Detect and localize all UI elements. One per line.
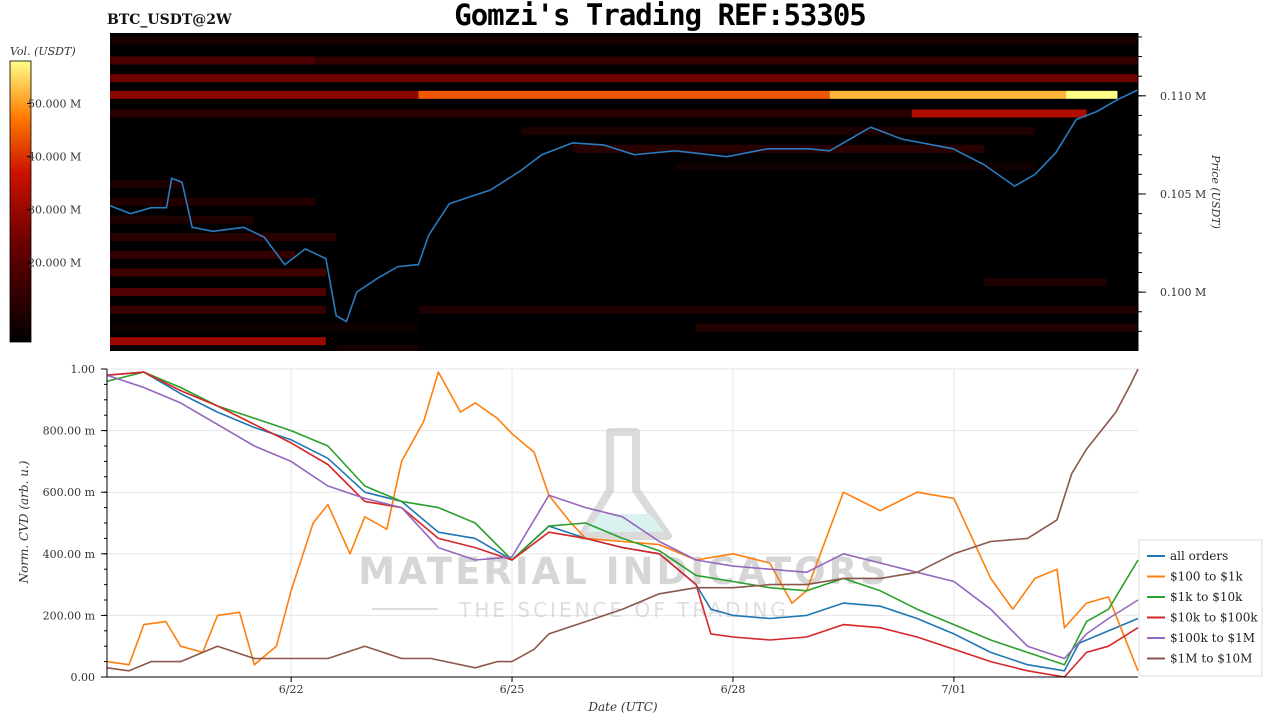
heatmap-panel: 0.100 M 0.105 M 0.110 M Price (USDT) xyxy=(109,33,1222,351)
liquidity-band xyxy=(110,250,296,259)
liquidity-band xyxy=(110,36,1138,45)
liquidity-band xyxy=(675,162,1036,171)
cvd-x-tick-label: 6/22 xyxy=(279,683,304,696)
legend-label: $100k to $1M xyxy=(1170,631,1255,645)
cvd-y-tick-label: 200.00 m xyxy=(43,609,96,622)
liquidity-band xyxy=(110,109,912,118)
cvd-y-tick-label: 600.00 m xyxy=(43,486,96,499)
colorbar-tick-label: 40.000 M xyxy=(28,150,81,163)
liquidity-bands xyxy=(110,36,1139,351)
liquidity-band xyxy=(110,180,182,189)
liquidity-band xyxy=(110,337,326,346)
liquidity-band xyxy=(110,215,254,224)
cvd-line--1k-to-10k xyxy=(106,371,1139,666)
cvd-x-tick-label: 6/28 xyxy=(721,683,746,696)
cvd-x-axis-label: Date (UTC) xyxy=(587,700,657,714)
cvd-y-tick-label: 0.00 xyxy=(71,671,96,684)
price-axis-label: Price (USDT) xyxy=(1209,154,1222,229)
legend-label: $10k to $100k xyxy=(1170,611,1258,625)
flask-icon xyxy=(578,428,672,540)
flask-liquid xyxy=(586,514,664,532)
watermark: MATERIAL INDICATORS THE SCIENCE OF TRADI… xyxy=(358,428,889,622)
price-tick-label: 0.105 M xyxy=(1160,188,1206,201)
liquidity-band xyxy=(110,197,316,206)
liquidity-band xyxy=(110,74,1138,83)
colorbar-tick-label: 50.000 M xyxy=(28,97,81,110)
heatmap-background xyxy=(110,33,1138,351)
cvd-line--10k-to-100k xyxy=(106,371,1139,678)
cvd-x-tick-label: 7/01 xyxy=(942,683,967,696)
cvd-series xyxy=(106,368,1139,678)
liquidity-band xyxy=(110,90,419,99)
price-tick-label: 0.110 M xyxy=(1160,90,1206,103)
price-axis: 0.100 M 0.105 M 0.110 M xyxy=(1137,33,1206,351)
liquidity-band xyxy=(110,56,316,65)
legend-label: $1k to $10k xyxy=(1170,590,1243,604)
liquidity-band xyxy=(418,90,830,99)
colorbar-tick-label: 20.000 M xyxy=(28,256,81,269)
liquidity-band xyxy=(110,268,326,277)
liquidity-band xyxy=(983,278,1108,287)
cvd-y-tick-label: 400.00 m xyxy=(43,548,96,561)
colorbar-tick-label: 30.000 M xyxy=(28,203,81,216)
cvd-y-tick-label: 1.00 xyxy=(71,363,96,376)
page-title: Gomzi's Trading REF:53305 xyxy=(454,0,867,32)
liquidity-band xyxy=(911,109,1087,118)
liquidity-band xyxy=(110,233,337,242)
legend-label: $100 to $1k xyxy=(1170,570,1243,584)
cvd-line--1m-to-10m xyxy=(106,368,1139,672)
price-tick-label: 0.100 M xyxy=(1160,286,1206,299)
liquidity-band xyxy=(110,305,326,314)
watermark-subtitle: THE SCIENCE OF TRADING xyxy=(458,598,789,622)
liquidity-band xyxy=(110,288,326,297)
cvd-line--100k-to-1m xyxy=(106,374,1139,660)
price-line xyxy=(109,89,1139,323)
cvd-x-tick-label: 6/25 xyxy=(500,683,525,696)
watermark-title: MATERIAL INDICATORS xyxy=(358,550,889,593)
cvd-line--100-to-1k xyxy=(106,371,1139,672)
colorbar-gradient xyxy=(9,60,32,343)
liquidity-band xyxy=(695,323,1138,332)
liquidity-band xyxy=(315,56,1139,65)
colorbar-label: Vol. (USDT) xyxy=(10,45,76,58)
colorbar: Vol. (USDT) 20.000 M 30.000 M 40.000 M 50.0… xyxy=(9,45,81,343)
liquidity-band xyxy=(110,323,419,332)
liquidity-band xyxy=(336,345,419,351)
cvd-panel: MATERIAL INDICATORS THE SCIENCE OF TRADI… xyxy=(17,363,1263,714)
liquidity-band xyxy=(829,90,1067,99)
legend-box xyxy=(1138,539,1263,677)
cvd-y-tick-label: 800.00 m xyxy=(43,425,96,438)
legend-label: $1M to $10M xyxy=(1170,652,1252,666)
symbol-label: BTC_USDT@2W xyxy=(107,12,232,28)
legend: all orders $100 to $1k $1k to $10k $10k to … xyxy=(1138,539,1263,677)
liquidity-band xyxy=(1066,90,1118,99)
liquidity-band xyxy=(418,305,1138,314)
liquidity-band xyxy=(521,127,1036,136)
cvd-y-axis-label: Norm. CVD (arb. u.) xyxy=(17,460,31,584)
legend-label: all orders xyxy=(1170,549,1228,563)
